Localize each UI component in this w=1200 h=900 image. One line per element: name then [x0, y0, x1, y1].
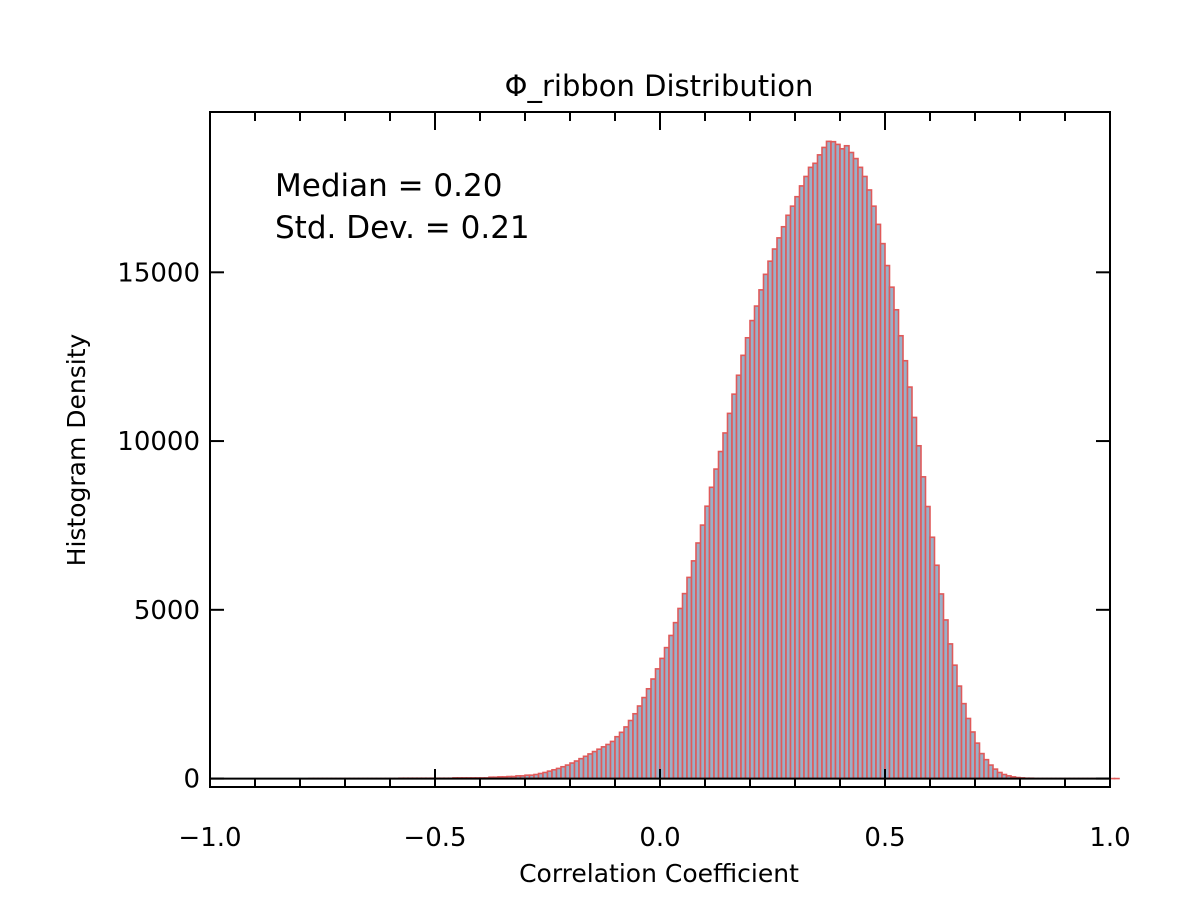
x-tick-label: 1.0 — [1089, 823, 1130, 853]
chart-title: Φ_ribbon Distribution — [505, 69, 814, 103]
histogram-bars — [308, 140, 1120, 780]
y-tick-label: 5000 — [134, 596, 200, 626]
y-tick-label: 0 — [183, 765, 200, 795]
stddev-annotation: Std. Dev. = 0.21 — [275, 210, 530, 246]
y-tick-label: 10000 — [117, 427, 200, 457]
axis-ticks: −1.0 −0.5 0.0 0.5 1.0 0 5000 10000 15000 — [117, 112, 1131, 853]
y-tick-label: 15000 — [117, 258, 200, 288]
x-tick-label: 0.5 — [864, 823, 905, 853]
x-tick-label: −1.0 — [178, 823, 241, 853]
x-tick-label: −0.5 — [403, 823, 466, 853]
y-axis-label: Histogram Density — [62, 333, 91, 566]
median-annotation: Median = 0.20 — [275, 168, 502, 204]
x-tick-label: 0.0 — [639, 823, 680, 853]
x-axis-label: Correlation Coefficient — [519, 859, 799, 888]
